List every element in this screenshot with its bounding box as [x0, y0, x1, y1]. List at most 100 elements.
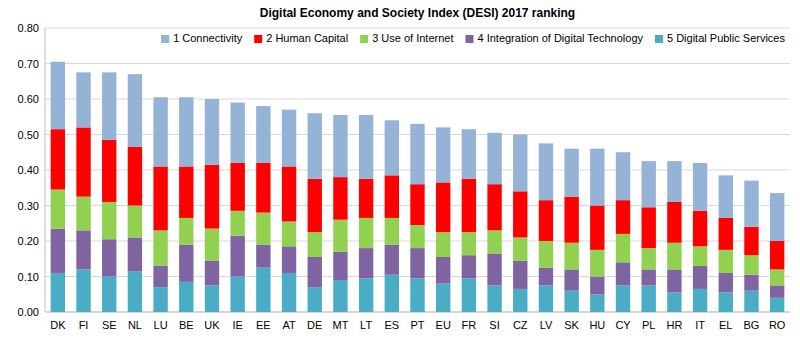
legend-swatch	[254, 35, 262, 43]
bar-segment	[770, 298, 784, 312]
bar-segment	[564, 149, 578, 197]
bar-segment	[539, 285, 553, 312]
x-tick-label: AT	[282, 319, 296, 331]
grid-line	[45, 63, 790, 64]
bar-segment	[359, 278, 373, 312]
bar-segment	[153, 97, 167, 166]
bar-segment	[539, 268, 553, 286]
bar-segment	[513, 237, 527, 260]
bar-segment	[770, 241, 784, 269]
bar-segment	[693, 289, 707, 312]
bar-segment	[539, 200, 553, 241]
bar-segment	[590, 277, 604, 295]
bar-segment	[462, 278, 476, 312]
bar-segment	[256, 213, 270, 245]
legend: 1 Connectivity2 Human Capital3 Use of In…	[161, 32, 785, 44]
bar-segment	[462, 179, 476, 232]
bar-segment	[564, 243, 578, 270]
bar-segment	[667, 269, 681, 292]
bar-segment	[385, 175, 399, 218]
x-tick-label: HR	[666, 319, 682, 331]
bar-segment	[333, 280, 347, 312]
bar-segment	[642, 248, 656, 269]
bar-segment	[179, 218, 193, 245]
bar-segment	[616, 262, 630, 285]
bar-segment	[410, 278, 424, 312]
bar-segment	[770, 269, 784, 285]
bar-segment	[564, 291, 578, 312]
bar-segment	[51, 62, 65, 129]
bar-segment	[744, 275, 758, 291]
grid-line	[45, 28, 790, 29]
bar-segment	[667, 292, 681, 312]
x-tick-label: LV	[540, 319, 553, 331]
bar-segment	[719, 250, 733, 273]
bar-segment	[719, 292, 733, 312]
bar-segment	[436, 127, 450, 182]
x-tick-label: NL	[128, 319, 142, 331]
bar-segment	[410, 248, 424, 278]
x-tick-label: LU	[154, 319, 168, 331]
bar-segment	[667, 202, 681, 243]
bar-segment	[76, 127, 90, 196]
bar-segment	[102, 277, 116, 313]
bar-segment	[230, 211, 244, 236]
bar-segment	[153, 166, 167, 230]
bar-segment	[230, 163, 244, 211]
bar-segment	[590, 206, 604, 250]
x-tick-label: FI	[79, 319, 89, 331]
bar-segment	[333, 177, 347, 220]
bar-segment	[590, 250, 604, 277]
bar-segment	[410, 124, 424, 184]
bar-segment	[205, 165, 219, 229]
bar-segment	[744, 255, 758, 275]
bar-segment	[333, 220, 347, 252]
legend-label: 5 Digital Public Services	[667, 32, 785, 44]
bar-segment	[256, 163, 270, 213]
legend-label: 2 Human Capital	[266, 32, 348, 44]
bar-segment	[719, 218, 733, 250]
bar-segment	[256, 106, 270, 163]
bar-segment	[153, 230, 167, 266]
bar-segment	[513, 261, 527, 289]
bar-segment	[667, 161, 681, 202]
bar-segment	[308, 257, 322, 287]
y-tick-label: 0.20	[18, 235, 39, 247]
bar-segment	[667, 243, 681, 270]
bar-segment	[102, 239, 116, 276]
bar-segment	[385, 218, 399, 245]
bar-segment	[128, 74, 142, 147]
bar-segment	[282, 246, 296, 273]
bar-segment	[179, 282, 193, 312]
bar-segment	[410, 225, 424, 248]
bar-segment	[256, 268, 270, 312]
x-tick-label: CY	[615, 319, 631, 331]
x-tick-label: CZ	[513, 319, 528, 331]
bar-segment	[76, 269, 90, 312]
bar-segment	[308, 232, 322, 257]
y-tick-label: 0.10	[18, 271, 39, 283]
bar-segment	[359, 218, 373, 248]
bar-segment	[76, 230, 90, 269]
bar-segment	[128, 237, 142, 271]
bar-segment	[282, 110, 296, 167]
bar-segment	[744, 291, 758, 312]
bar-segment	[436, 232, 450, 257]
bar-segment	[487, 253, 501, 285]
x-tick-label: SE	[102, 319, 117, 331]
bar-segment	[770, 193, 784, 241]
legend-label: 1 Connectivity	[173, 32, 243, 44]
bar-segment	[487, 230, 501, 253]
bar-segment	[616, 285, 630, 312]
bar-segment	[205, 261, 219, 286]
bar-segment	[230, 103, 244, 163]
bar-segment	[359, 248, 373, 278]
x-tick-label: BG	[744, 319, 760, 331]
bar-segment	[230, 236, 244, 277]
bar-segment	[513, 191, 527, 237]
bar-segment	[51, 229, 65, 273]
bar-segment	[385, 275, 399, 312]
bar-segment	[76, 72, 90, 127]
bar-segment	[179, 245, 193, 282]
bar-segment	[128, 206, 142, 238]
